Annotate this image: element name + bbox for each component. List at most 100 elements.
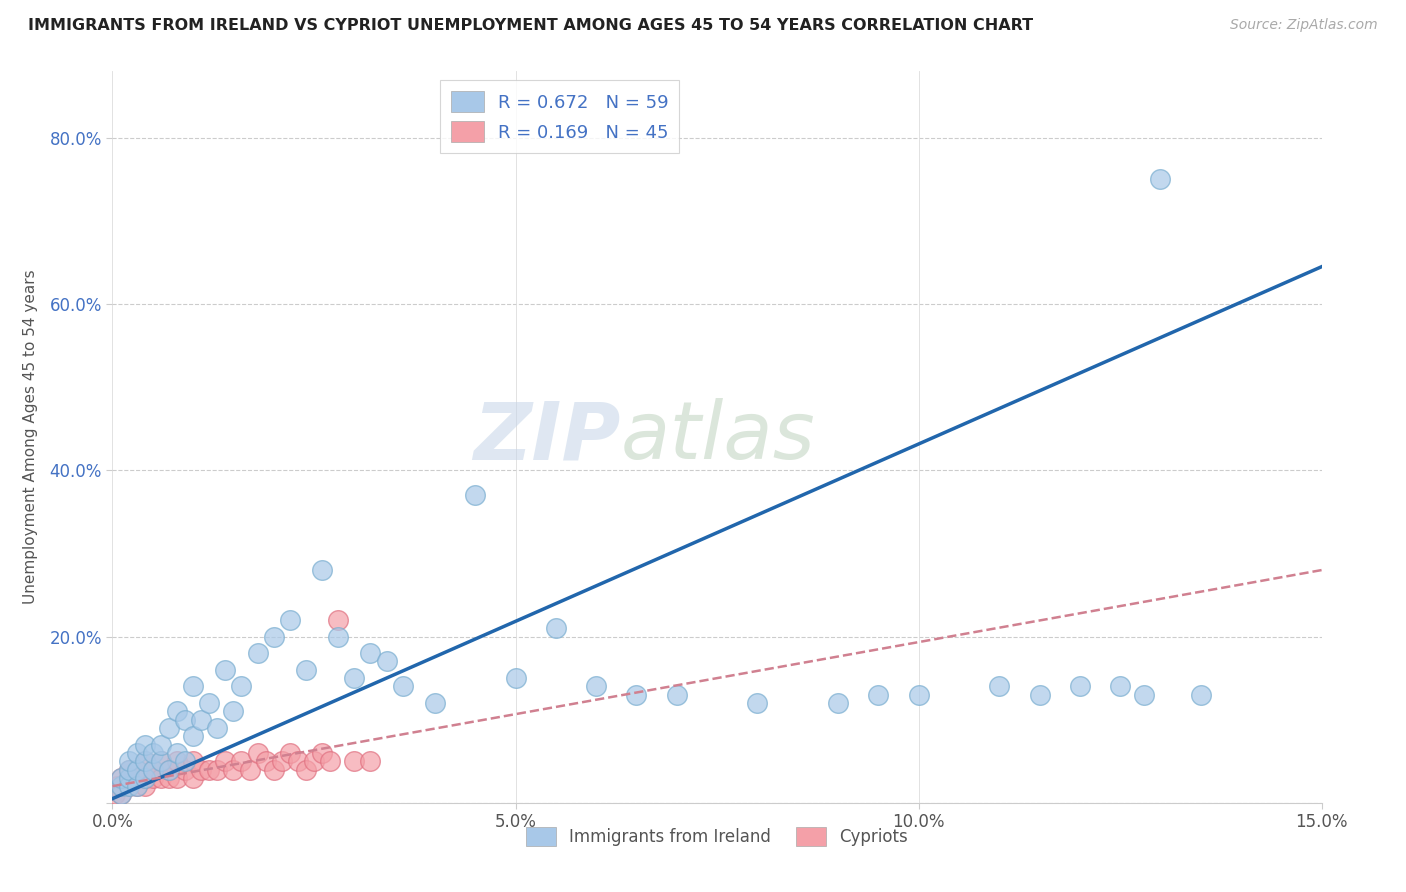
Point bbox=[214, 754, 236, 768]
Point bbox=[375, 655, 398, 669]
Point bbox=[125, 763, 148, 777]
Point bbox=[287, 754, 309, 768]
Point bbox=[157, 763, 180, 777]
Point bbox=[134, 754, 156, 768]
Point bbox=[311, 563, 333, 577]
Point bbox=[149, 754, 172, 768]
Point bbox=[231, 680, 253, 694]
Point bbox=[270, 754, 292, 768]
Point bbox=[1028, 688, 1050, 702]
Point bbox=[222, 705, 245, 719]
Point bbox=[423, 696, 446, 710]
Y-axis label: Unemployment Among Ages 45 to 54 years: Unemployment Among Ages 45 to 54 years bbox=[24, 269, 38, 605]
Point bbox=[134, 779, 156, 793]
Point bbox=[134, 754, 156, 768]
Point bbox=[246, 746, 269, 760]
Point bbox=[198, 763, 221, 777]
Point bbox=[157, 721, 180, 735]
Point bbox=[868, 688, 890, 702]
Point bbox=[157, 763, 180, 777]
Point bbox=[311, 746, 333, 760]
Point bbox=[142, 763, 165, 777]
Point bbox=[125, 779, 148, 793]
Point bbox=[207, 763, 229, 777]
Point bbox=[328, 630, 350, 644]
Point bbox=[149, 754, 172, 768]
Point bbox=[278, 613, 301, 627]
Point bbox=[231, 754, 253, 768]
Point bbox=[110, 788, 132, 802]
Text: IMMIGRANTS FROM IRELAND VS CYPRIOT UNEMPLOYMENT AMONG AGES 45 TO 54 YEARS CORREL: IMMIGRANTS FROM IRELAND VS CYPRIOT UNEMP… bbox=[28, 18, 1033, 33]
Point bbox=[295, 763, 318, 777]
Point bbox=[117, 763, 139, 777]
Point bbox=[157, 771, 180, 785]
Point bbox=[125, 746, 148, 760]
Point bbox=[464, 488, 486, 502]
Point bbox=[1069, 680, 1091, 694]
Point bbox=[166, 754, 188, 768]
Text: atlas: atlas bbox=[620, 398, 815, 476]
Point bbox=[181, 771, 204, 785]
Point bbox=[246, 646, 269, 660]
Point bbox=[142, 763, 165, 777]
Point bbox=[166, 746, 188, 760]
Point bbox=[117, 771, 139, 785]
Point bbox=[254, 754, 277, 768]
Point bbox=[585, 680, 607, 694]
Point bbox=[117, 779, 139, 793]
Point bbox=[238, 763, 260, 777]
Point bbox=[134, 738, 156, 752]
Point bbox=[117, 754, 139, 768]
Point bbox=[104, 788, 127, 802]
Point bbox=[544, 621, 567, 635]
Point bbox=[1149, 172, 1171, 186]
Point bbox=[302, 754, 325, 768]
Point bbox=[110, 771, 132, 785]
Point bbox=[117, 763, 139, 777]
Point bbox=[207, 721, 229, 735]
Point bbox=[142, 771, 165, 785]
Point bbox=[198, 696, 221, 710]
Text: Source: ZipAtlas.com: Source: ZipAtlas.com bbox=[1230, 18, 1378, 32]
Point bbox=[149, 771, 172, 785]
Point bbox=[181, 729, 204, 743]
Point bbox=[626, 688, 648, 702]
Point bbox=[125, 763, 148, 777]
Point bbox=[505, 671, 527, 685]
Point bbox=[134, 771, 156, 785]
Point bbox=[190, 713, 212, 727]
Point bbox=[295, 663, 318, 677]
Point bbox=[222, 763, 245, 777]
Point bbox=[174, 754, 197, 768]
Point bbox=[142, 746, 165, 760]
Point bbox=[319, 754, 342, 768]
Point bbox=[110, 788, 132, 802]
Point bbox=[190, 763, 212, 777]
Point bbox=[166, 771, 188, 785]
Point bbox=[747, 696, 769, 710]
Point bbox=[174, 763, 197, 777]
Point bbox=[1189, 688, 1212, 702]
Point bbox=[1133, 688, 1156, 702]
Point bbox=[117, 771, 139, 785]
Point bbox=[359, 646, 381, 660]
Point bbox=[665, 688, 688, 702]
Point bbox=[105, 779, 128, 793]
Point bbox=[181, 754, 204, 768]
Point bbox=[343, 754, 366, 768]
Point bbox=[343, 671, 366, 685]
Point bbox=[117, 779, 139, 793]
Point bbox=[328, 613, 350, 627]
Point bbox=[125, 779, 148, 793]
Point bbox=[907, 688, 929, 702]
Point bbox=[263, 630, 285, 644]
Point bbox=[988, 680, 1011, 694]
Point bbox=[149, 738, 172, 752]
Point bbox=[166, 705, 188, 719]
Point bbox=[263, 763, 285, 777]
Point bbox=[278, 746, 301, 760]
Point bbox=[110, 779, 132, 793]
Point bbox=[359, 754, 381, 768]
Point bbox=[134, 771, 156, 785]
Point bbox=[125, 771, 148, 785]
